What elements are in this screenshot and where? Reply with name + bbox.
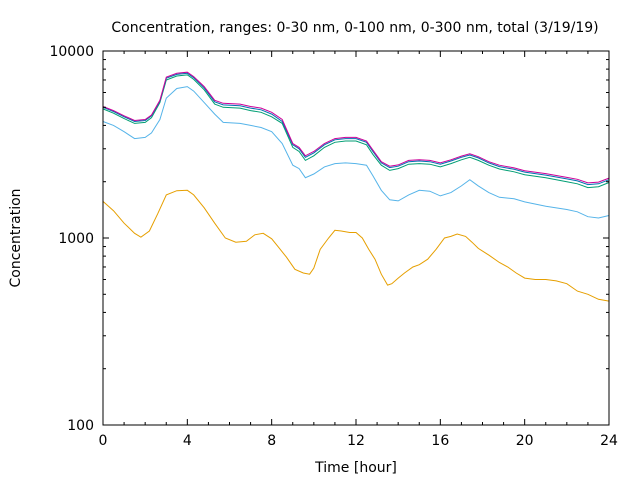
series-line-4 <box>102 72 610 186</box>
chart-title: Concentration, ranges: 0-30 nm, 0-100 nm… <box>111 20 598 36</box>
x-tick-label: 12 <box>347 433 365 449</box>
x-axis-label: Time [hour] <box>314 460 397 476</box>
series-line-3 <box>102 74 610 189</box>
x-tick-label: 0 <box>99 433 108 449</box>
plot-frame <box>102 50 610 426</box>
plot-lines <box>102 71 610 302</box>
series-line-5 <box>102 71 610 184</box>
series-line-1 <box>102 189 610 302</box>
x-tick-label: 4 <box>183 433 192 449</box>
y-axis-label: Concentration <box>8 188 24 287</box>
series-line-2 <box>102 86 610 219</box>
y-tick-label: 100 <box>67 418 94 434</box>
y-tick-label: 10000 <box>49 44 94 60</box>
y-axis: 100 1000 10000 <box>49 44 609 434</box>
x-tick-label: 20 <box>516 433 534 449</box>
x-tick-label: 16 <box>431 433 449 449</box>
x-tick-label: 24 <box>600 433 618 449</box>
x-tick-label: 8 <box>267 433 276 449</box>
x-axis: 0 4 8 12 16 20 24 <box>99 51 618 449</box>
y-tick-label: 1000 <box>58 231 94 247</box>
